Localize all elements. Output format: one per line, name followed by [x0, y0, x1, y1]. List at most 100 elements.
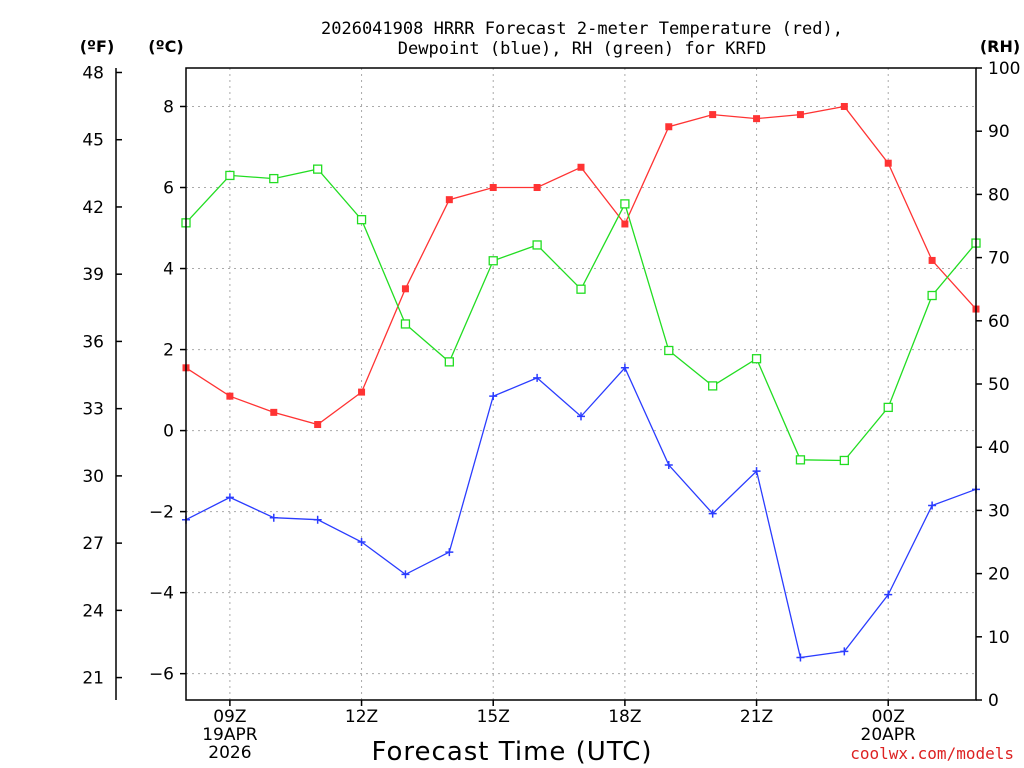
fahrenheit-tick-label: 33: [82, 400, 104, 420]
celsius-tick-label: −6: [149, 665, 174, 685]
temperature-point: [401, 285, 409, 293]
chart-title-line-1: 2026041908 HRRR Forecast 2-meter Tempera…: [321, 19, 843, 39]
celsius-tick-label: 2: [163, 341, 174, 361]
series-layer: [181, 102, 981, 662]
temperature-point: [226, 392, 234, 400]
rh-point: [708, 381, 718, 391]
dewpoint-point: [708, 509, 717, 518]
celsius-tick-label: 6: [163, 179, 174, 199]
fahrenheit-unit-label: (ºF): [80, 37, 115, 56]
dewpoint-point: [884, 590, 893, 599]
celsius-axis: −6 −4 −2 0 2 4 6 8: [149, 97, 186, 685]
rh-point: [576, 284, 586, 294]
fahrenheit-tick-label: 36: [82, 332, 104, 352]
dewpoint-point: [796, 653, 805, 662]
fahrenheit-tick-label: 24: [82, 601, 104, 621]
rh-tick-label: 60: [988, 312, 1010, 332]
temperature-line: [185, 105, 977, 426]
temperature-point: [358, 388, 366, 396]
plot-frame: [185, 67, 977, 701]
fahrenheit-tick-label: 39: [82, 265, 104, 285]
celsius-tick-label: −4: [149, 584, 174, 604]
rh-tick-label: 40: [988, 438, 1010, 458]
dewpoint-point: [401, 570, 410, 579]
dewpoint-point: [357, 538, 366, 546]
rh-point: [927, 290, 937, 301]
fahrenheit-tick-label: 48: [82, 63, 104, 83]
rh-unit-label: (RH): [980, 37, 1020, 56]
x-tick-label: 21Z: [740, 707, 773, 727]
temperature-point: [840, 102, 848, 110]
rh-point: [400, 319, 411, 329]
dewpoint-point: [533, 373, 542, 382]
dewpoint-point: [840, 647, 849, 656]
temperature-point: [928, 256, 936, 264]
temperature-point: [621, 220, 629, 228]
celsius-tick-label: 0: [163, 422, 174, 442]
rh-point: [751, 354, 762, 364]
rh-point: [620, 199, 630, 209]
rh-tick-label: 70: [988, 249, 1010, 269]
fahrenheit-tick-label: 21: [82, 669, 104, 689]
dewpoint-point: [269, 513, 278, 522]
x-axis-label: Forecast Time (UTC): [371, 737, 652, 767]
fahrenheit-axis: 21 24 27 30 33 36 39 42 45 48: [82, 63, 122, 689]
dewpoint-point: [445, 548, 454, 557]
x-tick-label: 09Z: [213, 707, 246, 727]
rh-tick-label: 0: [988, 691, 999, 711]
gridlines: [186, 68, 976, 700]
rh-point: [795, 455, 806, 465]
x-tick-label: 12Z: [345, 707, 378, 727]
dewpoint-point: [620, 363, 629, 372]
dewpoint-point: [664, 461, 673, 470]
rh-tick-label: 20: [988, 565, 1010, 585]
temperature-point: [796, 111, 804, 119]
rh-tick-label: 80: [988, 185, 1010, 205]
credit-label: coolwx.com/models: [850, 744, 1014, 763]
rh-point: [664, 345, 674, 356]
rh-tick-label: 100: [988, 59, 1020, 79]
rh-point: [225, 170, 235, 181]
celsius-tick-label: 8: [163, 97, 174, 117]
temperature-point: [753, 115, 761, 123]
celsius-tick-label: 4: [163, 260, 174, 280]
x-tick-label: 2026: [208, 743, 251, 763]
temperature-point: [270, 408, 278, 416]
dewpoint-point: [577, 412, 585, 421]
rh-point: [313, 164, 323, 174]
rh-point: [269, 173, 279, 184]
temperature-point: [577, 163, 585, 171]
x-tick-label: 20APR: [861, 725, 917, 745]
dewpoint-point: [928, 501, 937, 510]
dewpoint-point: [489, 392, 498, 401]
dewpoint-point: [752, 467, 761, 476]
temperature-point: [533, 184, 541, 192]
fahrenheit-tick-label: 30: [82, 467, 104, 487]
rh-point: [883, 402, 893, 413]
fahrenheit-tick-label: 42: [82, 198, 104, 218]
rh-tick-label: 50: [988, 375, 1010, 395]
rh-point: [444, 357, 454, 367]
dewpoint-point: [225, 493, 234, 502]
temperature-point: [489, 184, 497, 192]
fahrenheit-tick-label: 45: [82, 131, 104, 151]
rh-point: [839, 455, 849, 466]
dewpoint-line: [185, 366, 977, 659]
temperature-point: [314, 421, 322, 429]
x-tick-label: 18Z: [608, 707, 641, 727]
x-tick-label: 19APR: [202, 725, 258, 745]
chart-title-line-2: Dewpoint (blue), RH (green) for KRFD: [398, 39, 766, 59]
temperature-point: [665, 123, 673, 131]
temperature-point: [445, 196, 453, 204]
x-tick-label: 15Z: [477, 707, 510, 727]
dewpoint-point: [313, 515, 322, 524]
x-tick-label: 00Z: [872, 707, 905, 727]
temperature-point: [884, 159, 892, 167]
temperature-point: [709, 111, 717, 119]
fahrenheit-tick-label: 27: [82, 534, 104, 554]
rh-axis: 0 10 20 30 40 50 60 70 80 90 100: [976, 59, 1020, 711]
rh-point: [356, 215, 367, 225]
celsius-tick-label: −2: [149, 503, 174, 523]
